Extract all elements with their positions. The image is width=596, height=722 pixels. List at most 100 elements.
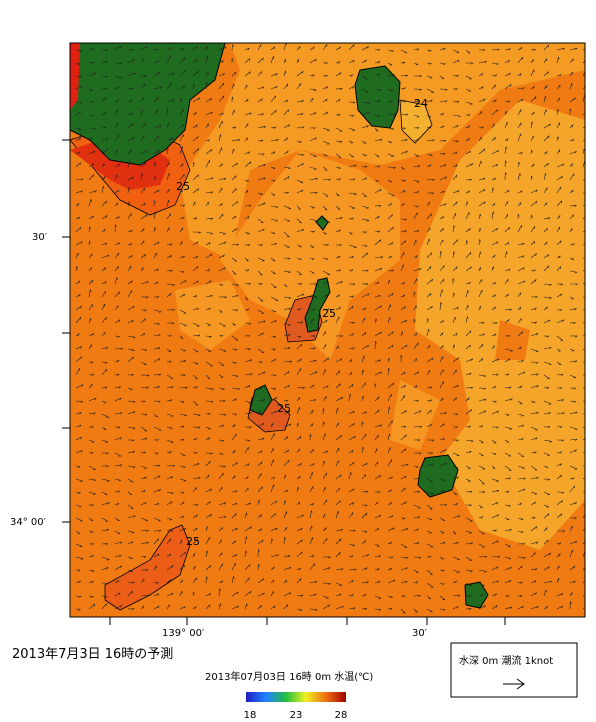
current-arrow [166, 254, 172, 259]
current-arrow [426, 213, 432, 220]
current-arrow [309, 463, 315, 467]
current-arrow [101, 491, 108, 496]
current-arrow [127, 290, 133, 298]
current-arrow [426, 252, 433, 259]
current-arrow [465, 251, 472, 259]
current-arrow [127, 58, 135, 64]
current-arrow [361, 433, 367, 441]
current-arrow [543, 426, 551, 429]
current-arrow [374, 514, 382, 519]
current-arrow [153, 149, 160, 155]
current-arrow [361, 269, 369, 272]
current-arrow [322, 582, 331, 585]
current-arrow [400, 528, 409, 532]
current-arrow [179, 293, 186, 298]
current-arrow [335, 358, 343, 363]
current-arrow [361, 283, 369, 286]
colorbar-label: 28 [335, 710, 348, 721]
y-axis-label: 34° 00′ [10, 517, 47, 528]
current-arrow [153, 48, 159, 51]
current-arrow [439, 332, 444, 337]
current-arrow [114, 252, 120, 259]
current-arrow [127, 530, 135, 534]
current-arrow [413, 88, 422, 91]
current-arrow [127, 265, 132, 272]
current-arrow [88, 397, 97, 402]
current-arrow [101, 290, 106, 298]
current-arrow [452, 580, 457, 584]
current-arrow [465, 88, 472, 92]
current-arrow [244, 283, 251, 286]
current-arrow [348, 358, 353, 363]
current-arrow [569, 549, 574, 558]
current-arrow [101, 413, 109, 418]
current-arrow [478, 160, 482, 168]
current-arrow [426, 238, 430, 246]
current-arrow [231, 591, 239, 597]
current-arrow [192, 487, 197, 493]
warm-patch [175, 280, 250, 350]
current-arrow [348, 579, 354, 584]
current-arrow [244, 463, 250, 467]
current-arrow [348, 594, 354, 597]
current-arrow [400, 218, 407, 221]
current-arrow [75, 101, 83, 104]
current-arrow [504, 48, 511, 51]
current-arrow [283, 59, 287, 64]
current-arrow [127, 590, 133, 597]
current-arrow [374, 114, 380, 118]
current-arrow [322, 140, 330, 145]
current-arrow [179, 70, 186, 77]
current-arrow [75, 178, 84, 181]
current-arrow [335, 529, 343, 532]
current-arrow [127, 112, 134, 116]
current-arrow [283, 150, 289, 155]
current-arrow [439, 504, 448, 507]
current-arrow [348, 164, 357, 168]
current-arrow [270, 218, 278, 222]
current-arrow [192, 265, 199, 272]
current-arrow [231, 374, 239, 378]
current-arrow [517, 47, 523, 51]
current-arrow [218, 322, 226, 327]
current-arrow [543, 412, 551, 415]
current-arrow [231, 413, 238, 416]
current-arrow [231, 96, 234, 103]
current-arrow [192, 514, 198, 519]
current-arrow [465, 178, 472, 181]
current-arrow [231, 270, 237, 275]
current-arrow [101, 137, 109, 142]
current-arrow [374, 359, 381, 363]
current-arrow [335, 605, 344, 610]
current-arrow [361, 369, 365, 376]
current-arrow [153, 241, 160, 246]
current-arrow [75, 151, 81, 155]
current-arrow [387, 192, 395, 197]
current-arrow [231, 424, 236, 428]
current-arrow [478, 73, 484, 77]
current-arrow [179, 270, 185, 273]
current-arrow [114, 604, 123, 610]
current-arrow [192, 241, 199, 246]
current-arrow [88, 266, 92, 272]
current-arrow [530, 501, 536, 506]
current-arrow [335, 500, 341, 506]
current-arrow [231, 433, 237, 441]
current-arrow [504, 121, 508, 129]
current-arrow [75, 436, 82, 441]
current-arrow [465, 211, 470, 220]
current-arrow [569, 411, 578, 415]
current-arrow [400, 567, 408, 571]
current-arrow [205, 307, 211, 311]
current-arrow [426, 201, 430, 207]
current-arrow [361, 140, 367, 144]
current-arrow [517, 242, 525, 246]
current-arrow [517, 133, 522, 142]
current-arrow [166, 189, 170, 194]
current-arrow [166, 227, 170, 233]
current-arrow [153, 211, 157, 220]
current-arrow [153, 162, 157, 168]
current-arrow [244, 550, 248, 558]
current-arrow [257, 86, 265, 90]
current-arrow [504, 439, 510, 443]
